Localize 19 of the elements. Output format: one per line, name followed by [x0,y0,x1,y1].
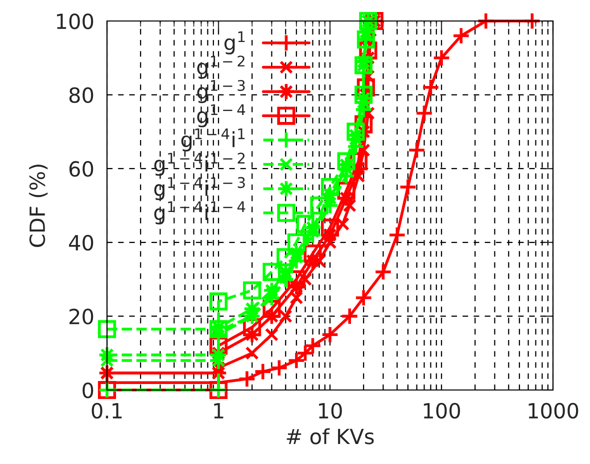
legend-label: g$^{1}$ [224,31,245,54]
y-tick-label: 0 [82,382,94,398]
x-tick-label: 100 [424,402,460,419]
x-tick-label: 1 [214,403,224,418]
legend-label: g$^{1−3}$ [197,80,245,104]
x-tick-label: 10 [319,402,342,419]
legend-label: g$^{1−4}$i$^{1−4}$ [154,201,246,224]
y-tick-label: 60 [69,161,94,177]
x-axis-title: # of KVs [286,428,374,444]
x-tick-label: 0.1 [92,402,122,419]
y-axis-title: CDF (%) [29,164,48,247]
legend-label: g$^{1−4}$i$^{1}$ [181,128,245,152]
y-tick-label: 20 [70,308,94,324]
y-tick-label: 40 [69,234,94,251]
legend-label: g$^{1−4}$i$^{1−3}$ [154,177,245,200]
legend-label: g$^{1−2}$ [197,56,244,79]
x-tick-label: 1000 [528,402,578,419]
y-tick-label: 80 [69,87,94,104]
y-tick-label: 100 [57,13,94,30]
